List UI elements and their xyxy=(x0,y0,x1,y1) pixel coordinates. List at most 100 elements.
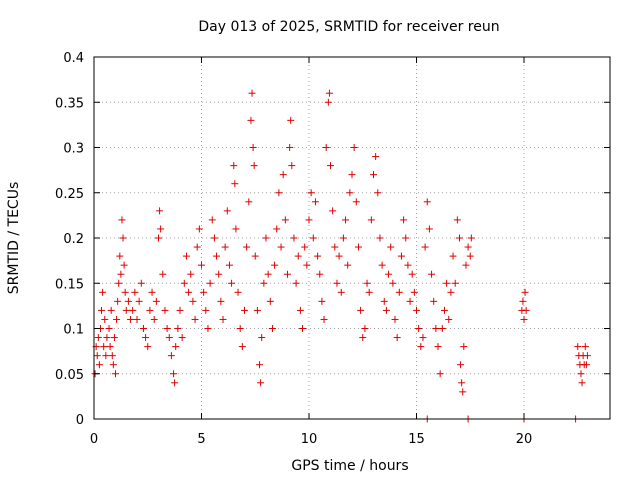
data-point xyxy=(119,234,127,242)
data-point xyxy=(432,325,440,332)
data-point xyxy=(264,270,272,278)
data-point xyxy=(357,306,365,314)
data-point xyxy=(459,388,467,396)
data-point xyxy=(400,216,408,224)
grid-lines xyxy=(94,57,610,419)
data-point xyxy=(204,325,212,332)
data-points xyxy=(91,89,591,423)
data-point xyxy=(378,261,386,269)
data-point xyxy=(133,315,141,323)
data-point xyxy=(117,270,125,278)
data-point xyxy=(93,352,101,360)
data-point xyxy=(94,334,102,342)
data-point xyxy=(419,334,427,342)
data-point xyxy=(329,207,337,215)
data-point xyxy=(144,343,152,351)
data-point xyxy=(464,243,472,251)
data-point xyxy=(230,162,238,170)
data-point xyxy=(109,361,117,369)
data-point xyxy=(521,288,529,296)
data-point xyxy=(260,279,268,287)
x-tick-label: 20 xyxy=(516,432,533,447)
data-point xyxy=(425,225,433,233)
data-point xyxy=(258,334,266,342)
data-point xyxy=(583,352,591,360)
data-point xyxy=(460,343,468,351)
data-point xyxy=(243,243,251,251)
data-point xyxy=(245,198,253,206)
data-point xyxy=(262,234,270,242)
data-point xyxy=(428,270,436,278)
data-point xyxy=(372,153,380,161)
y-tick-label: 0.1 xyxy=(63,323,84,338)
data-point xyxy=(217,297,225,305)
data-point xyxy=(410,288,418,296)
data-point xyxy=(273,225,281,233)
data-point xyxy=(271,261,279,269)
data-point xyxy=(385,270,393,278)
data-point xyxy=(165,334,173,342)
data-point xyxy=(159,270,167,278)
x-tick-label: 10 xyxy=(301,432,318,447)
data-point xyxy=(339,234,347,242)
data-point xyxy=(99,288,107,296)
data-point xyxy=(367,216,375,224)
data-point xyxy=(115,279,123,287)
data-point xyxy=(290,234,298,242)
data-point xyxy=(238,343,246,351)
data-point xyxy=(352,198,360,206)
data-point xyxy=(148,288,156,296)
data-point xyxy=(376,234,384,242)
data-point xyxy=(223,207,231,215)
data-point xyxy=(161,306,169,314)
chart-title: Day 013 of 2025, SRMTID for receiver reu… xyxy=(198,19,499,35)
data-point xyxy=(200,288,208,296)
data-point xyxy=(250,162,258,170)
data-point xyxy=(232,225,240,233)
data-point xyxy=(457,361,465,369)
data-point xyxy=(370,171,377,179)
data-point xyxy=(574,343,582,351)
data-point xyxy=(342,216,350,224)
data-point xyxy=(248,89,256,97)
data-point xyxy=(467,234,475,242)
data-point xyxy=(182,252,190,260)
data-point xyxy=(124,297,132,305)
data-point xyxy=(253,306,261,314)
data-point xyxy=(301,243,309,251)
data-point xyxy=(374,189,382,197)
data-point xyxy=(157,225,165,233)
data-point xyxy=(191,315,199,323)
data-point xyxy=(337,288,345,296)
data-point xyxy=(189,297,197,305)
data-point xyxy=(155,234,162,242)
data-point xyxy=(413,306,420,314)
data-point xyxy=(382,306,390,314)
y-tick-label: 0.25 xyxy=(55,187,84,202)
data-point xyxy=(421,243,429,251)
data-point xyxy=(195,225,203,233)
data-point xyxy=(397,252,405,260)
data-point xyxy=(443,279,451,287)
data-point xyxy=(277,243,285,251)
data-point xyxy=(112,370,119,378)
data-point xyxy=(95,361,103,369)
data-point xyxy=(100,343,108,351)
data-point xyxy=(440,306,448,314)
data-point xyxy=(335,252,343,260)
data-point xyxy=(445,315,453,323)
data-point xyxy=(423,198,431,206)
data-point xyxy=(311,198,319,206)
data-point xyxy=(577,370,585,378)
data-point xyxy=(171,379,179,387)
data-point xyxy=(380,297,388,305)
data-point xyxy=(287,116,295,124)
data-point xyxy=(359,334,367,342)
data-point xyxy=(578,379,586,387)
data-point xyxy=(408,270,416,278)
y-tick-label: 0 xyxy=(76,413,84,428)
data-point xyxy=(106,343,114,351)
data-point xyxy=(202,306,210,314)
data-point xyxy=(303,261,311,269)
data-point xyxy=(98,306,106,314)
